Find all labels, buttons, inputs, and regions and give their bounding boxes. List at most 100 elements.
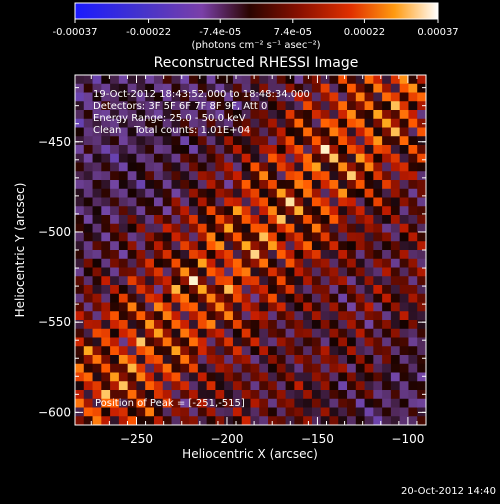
heatmap-cell (399, 407, 409, 417)
heatmap-cell (285, 215, 295, 225)
heatmap-cell (145, 337, 155, 347)
heatmap-cell (320, 320, 330, 330)
heatmap-cell (311, 267, 322, 277)
heatmap-cell (241, 118, 251, 128)
heatmap-cell (417, 232, 426, 242)
heatmap-cell (241, 127, 251, 137)
heatmap-cell (180, 337, 190, 347)
heatmap-cell (101, 407, 111, 417)
heatmap-cell (294, 118, 304, 128)
heatmap-cell (75, 302, 85, 312)
heatmap-cell (101, 390, 111, 400)
heatmap-cell (127, 416, 137, 425)
heatmap-cell (259, 407, 269, 417)
heatmap-cell (101, 320, 111, 330)
heatmap-cell (197, 346, 208, 356)
heatmap-cell (311, 83, 322, 93)
heatmap-cell (197, 407, 208, 417)
heatmap-cell (303, 311, 313, 321)
heatmap-cell (83, 162, 94, 172)
heatmap-cell (329, 215, 339, 225)
heatmap-cell (145, 320, 155, 330)
heatmap-cell (355, 145, 366, 155)
heatmap-cell (197, 223, 208, 233)
heatmap-cell (189, 416, 199, 425)
heatmap-cell (92, 197, 102, 207)
colorbar-unit-label: (photons cm⁻² s⁻¹ asec⁻²) (191, 40, 320, 51)
heatmap-cell (417, 372, 426, 382)
heatmap-cell (206, 390, 216, 400)
heatmap-cell (136, 241, 146, 251)
heatmap-cell (390, 302, 401, 312)
heatmap-cell (408, 285, 418, 295)
heatmap-cell (110, 293, 120, 303)
heatmap-cell (382, 206, 392, 216)
heatmap-cell (364, 398, 374, 408)
heatmap-cell (294, 267, 304, 277)
heatmap-cell (171, 311, 181, 321)
heatmap-cell (303, 346, 313, 356)
heatmap-cell (92, 398, 102, 408)
heatmap-cell (268, 337, 278, 347)
heatmap-cell (241, 197, 251, 207)
heatmap-cell (250, 328, 260, 338)
heatmap-cell (162, 363, 173, 373)
heatmap-cell (320, 215, 330, 225)
heatmap-cell (171, 153, 181, 163)
heatmap-cell (303, 363, 313, 373)
heatmap-cell (338, 355, 348, 365)
heatmap-cell (110, 118, 120, 128)
heatmap-cell (241, 276, 251, 286)
heatmap-cell (399, 416, 409, 425)
heatmap-cell (118, 416, 129, 425)
heatmap-cell (197, 363, 208, 373)
heatmap-cell (206, 83, 216, 93)
heatmap-cell (250, 110, 260, 120)
heatmap-cell (101, 136, 111, 146)
heatmap-cell (320, 145, 330, 155)
heatmap-cell (83, 346, 94, 356)
heatmap-cell (268, 311, 278, 321)
heatmap-cell (241, 180, 251, 190)
heatmap-cell (206, 398, 216, 408)
heatmap-cell (399, 232, 409, 242)
heatmap-cell (294, 363, 304, 373)
heatmap-cell (268, 215, 278, 225)
heatmap-cell (215, 302, 225, 312)
heatmap-cell (294, 75, 304, 85)
heatmap-cell (390, 267, 401, 277)
heatmap-cell (206, 346, 216, 356)
heatmap-cell (92, 153, 102, 163)
heatmap-cell (189, 162, 199, 172)
heatmap-cell (127, 355, 137, 365)
heatmap-cell (127, 92, 137, 102)
heatmap-cell (355, 241, 366, 251)
heatmap-cell (75, 398, 85, 408)
heatmap-cell (382, 398, 392, 408)
heatmap-cell (338, 285, 348, 295)
heatmap-cell (347, 276, 357, 286)
heatmap-cell (127, 223, 137, 233)
heatmap-cell (101, 188, 111, 198)
heatmap-cell (311, 223, 322, 233)
heatmap-cell (189, 110, 199, 120)
heatmap-cell (311, 197, 322, 207)
heatmap-cell (250, 267, 260, 277)
heatmap-cell (268, 197, 278, 207)
heatmap-cell (153, 390, 164, 400)
heatmap-cell (232, 206, 243, 216)
heatmap-cell (241, 206, 251, 216)
heatmap-cell (197, 337, 208, 347)
heatmap-cell (224, 136, 234, 146)
heatmap-cell (189, 223, 199, 233)
heatmap-cell (206, 206, 216, 216)
heatmap-cell (92, 285, 102, 295)
heatmap-cell (268, 267, 278, 277)
heatmap-cell (408, 337, 418, 347)
heatmap-cell (382, 285, 392, 295)
heatmap-cell (162, 276, 173, 286)
heatmap-cell (399, 162, 409, 172)
heatmap-cell (118, 258, 129, 268)
heatmap-cell (320, 293, 330, 303)
heatmap-cell (373, 162, 383, 172)
